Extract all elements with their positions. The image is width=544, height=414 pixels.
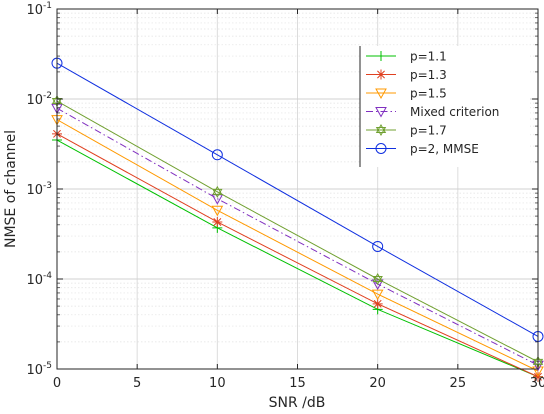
y-axis-ticks: 10-5 10-4 10-3 10-2 10-1: [26, 1, 538, 378]
y-axis-label: NMSE of channel: [3, 130, 19, 248]
series-line: [56, 107, 539, 366]
data-point: [371, 289, 384, 301]
x-tick-label: 30: [530, 376, 544, 391]
x-axis-label: SNR /dB: [269, 395, 326, 411]
data-point: [375, 127, 387, 136]
data-point: [212, 185, 223, 195]
data-point: [371, 279, 384, 291]
legend-label: Mixed criterion: [410, 105, 499, 119]
legend-label: p=1.5: [410, 87, 447, 101]
legend-label: p=1.1: [410, 50, 447, 64]
data-point: [372, 272, 383, 282]
x-tick-label: 25: [450, 376, 467, 391]
data-point: [211, 149, 223, 161]
series-line: [56, 139, 539, 378]
x-tick-label: 0: [53, 376, 61, 391]
y-tick-label: 10-1: [26, 1, 52, 18]
y-tick-label: 10-5: [26, 361, 52, 378]
series-p-1-7: [51, 95, 544, 368]
data-point: [375, 124, 387, 133]
legend-entry: p=1.5: [366, 87, 447, 101]
series-line: [56, 62, 539, 337]
series-line: [56, 133, 539, 378]
data-point: [376, 51, 386, 61]
legend-entry: p=1.7: [366, 124, 447, 138]
legend-label: p=1.7: [410, 124, 447, 138]
data-point: [211, 205, 224, 217]
data-point: [376, 69, 386, 80]
legend: p=1.1 p=1.3 p=1.5 Mixed criterion p=1.7 p=2, …: [359, 46, 530, 167]
x-axis-ticks: 0 5 10 15 20 25 30: [53, 9, 544, 391]
data-point: [375, 107, 387, 118]
series-line: [56, 119, 539, 372]
data-point: [372, 276, 383, 286]
series-line: [56, 100, 539, 363]
data-point: [375, 88, 387, 100]
legend-label: p=2, MMSE: [410, 142, 479, 156]
y-tick-label: 10-4: [26, 271, 52, 288]
data-point: [372, 298, 383, 309]
legend-label: p=1.3: [410, 68, 447, 82]
data-point: [372, 240, 384, 252]
legend-entry: p=1.3: [366, 68, 447, 82]
legend-box: [360, 46, 530, 167]
data-point: [212, 216, 223, 227]
data-point: [375, 143, 387, 154]
x-tick-label: 15: [289, 376, 306, 391]
data-point: [212, 188, 223, 198]
x-tick-label: 20: [369, 376, 386, 391]
y-tick-label: 10-3: [26, 181, 52, 198]
x-tick-label: 10: [209, 376, 226, 391]
x-tick-label: 5: [133, 376, 141, 391]
y-tick-label: 10-2: [26, 91, 52, 108]
legend-entry: p=1.1: [366, 50, 447, 64]
legend-entry: p=2, MMSE: [366, 142, 479, 156]
legend-entry: Mixed criterion: [366, 105, 499, 119]
